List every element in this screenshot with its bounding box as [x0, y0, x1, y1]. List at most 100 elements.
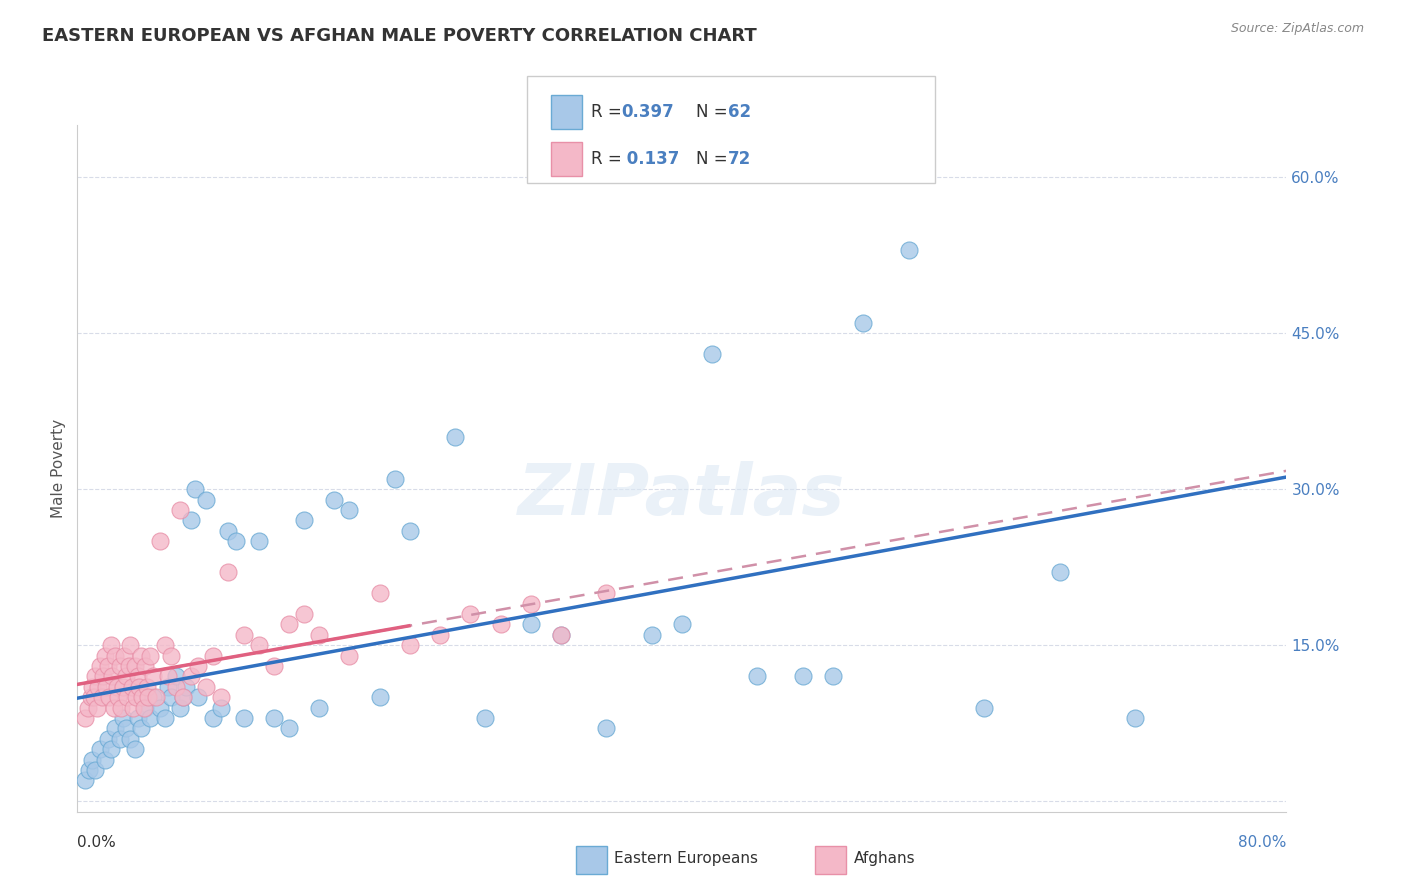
- Point: [429, 628, 451, 642]
- Point: [474, 711, 496, 725]
- Point: [114, 722, 136, 736]
- Text: N =: N =: [696, 103, 733, 120]
- Point: [122, 700, 145, 714]
- Point: [107, 690, 129, 705]
- Point: [91, 669, 114, 683]
- Y-axis label: Male Poverty: Male Poverty: [51, 418, 66, 518]
- Point: [87, 680, 110, 694]
- Point: [80, 690, 103, 705]
- Point: [218, 566, 240, 580]
- Point: [458, 607, 481, 621]
- Point: [84, 763, 107, 777]
- Point: [1123, 711, 1146, 725]
- Point: [120, 638, 142, 652]
- Point: [399, 524, 422, 538]
- Point: [550, 628, 572, 642]
- Point: [108, 731, 131, 746]
- Text: R =: R =: [591, 150, 627, 168]
- Point: [792, 669, 814, 683]
- Point: [263, 711, 285, 725]
- Point: [84, 669, 107, 683]
- Point: [169, 700, 191, 714]
- Point: [98, 690, 121, 705]
- Point: [145, 690, 167, 705]
- Point: [104, 722, 127, 736]
- Point: [263, 659, 285, 673]
- Point: [96, 659, 118, 673]
- Point: [702, 347, 724, 361]
- Point: [323, 492, 346, 507]
- Point: [79, 763, 101, 777]
- Point: [165, 680, 187, 694]
- Point: [86, 700, 108, 714]
- Text: 0.397: 0.397: [621, 103, 675, 120]
- Point: [73, 711, 96, 725]
- Point: [384, 472, 406, 486]
- Point: [160, 690, 183, 705]
- Point: [202, 711, 225, 725]
- Point: [444, 430, 467, 444]
- Point: [77, 700, 100, 714]
- Point: [83, 690, 105, 705]
- Point: [821, 669, 844, 683]
- Point: [595, 722, 617, 736]
- Point: [149, 534, 172, 549]
- Point: [308, 700, 330, 714]
- Point: [169, 503, 191, 517]
- Text: Afghans: Afghans: [853, 851, 915, 866]
- Point: [1049, 566, 1071, 580]
- Point: [232, 628, 254, 642]
- Point: [278, 722, 301, 736]
- Point: [641, 628, 664, 642]
- Point: [184, 482, 207, 496]
- Point: [399, 638, 422, 652]
- Point: [90, 690, 112, 705]
- Point: [131, 690, 153, 705]
- Text: 0.0%: 0.0%: [77, 835, 117, 849]
- Point: [153, 638, 176, 652]
- Point: [142, 690, 165, 705]
- Point: [125, 690, 148, 705]
- Point: [104, 648, 127, 663]
- Text: 72: 72: [728, 150, 752, 168]
- Text: Eastern Europeans: Eastern Europeans: [614, 851, 758, 866]
- Point: [172, 690, 194, 705]
- Point: [110, 700, 132, 714]
- Point: [96, 731, 118, 746]
- Point: [520, 617, 543, 632]
- Point: [82, 753, 104, 767]
- Point: [180, 669, 202, 683]
- Point: [120, 731, 142, 746]
- Point: [595, 586, 617, 600]
- Point: [93, 648, 115, 663]
- Text: 62: 62: [728, 103, 751, 120]
- Point: [973, 700, 995, 714]
- Point: [142, 669, 165, 683]
- Text: EASTERN EUROPEAN VS AFGHAN MALE POVERTY CORRELATION CHART: EASTERN EUROPEAN VS AFGHAN MALE POVERTY …: [42, 27, 756, 45]
- Point: [139, 711, 162, 725]
- Point: [852, 316, 875, 330]
- Point: [124, 659, 146, 673]
- Point: [194, 680, 217, 694]
- Point: [308, 628, 330, 642]
- Point: [101, 669, 124, 683]
- Point: [118, 659, 141, 673]
- Text: ZIPatlas: ZIPatlas: [519, 461, 845, 530]
- Point: [94, 680, 117, 694]
- Point: [489, 617, 512, 632]
- Point: [209, 700, 232, 714]
- Point: [165, 669, 187, 683]
- Point: [368, 586, 391, 600]
- Point: [127, 669, 149, 683]
- Point: [157, 680, 180, 694]
- Text: Source: ZipAtlas.com: Source: ZipAtlas.com: [1230, 22, 1364, 36]
- Point: [132, 700, 155, 714]
- Point: [247, 638, 270, 652]
- Text: 0.137: 0.137: [621, 150, 681, 168]
- Point: [108, 659, 131, 673]
- Point: [114, 669, 136, 683]
- Point: [139, 648, 162, 663]
- Point: [278, 617, 301, 632]
- Point: [138, 690, 160, 705]
- Point: [520, 597, 543, 611]
